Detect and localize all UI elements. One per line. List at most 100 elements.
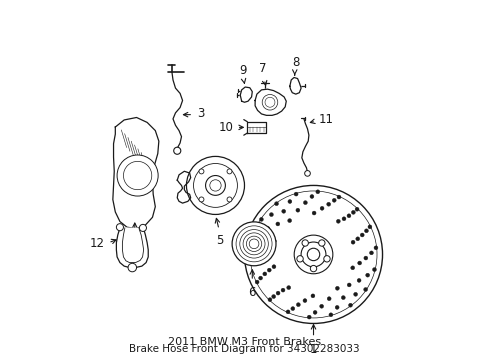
Circle shape — [258, 276, 262, 280]
Circle shape — [348, 303, 352, 307]
Circle shape — [351, 210, 355, 214]
Circle shape — [311, 211, 315, 215]
Circle shape — [341, 296, 345, 300]
Circle shape — [244, 185, 382, 323]
Circle shape — [312, 310, 316, 314]
Circle shape — [310, 294, 314, 298]
Circle shape — [323, 256, 329, 262]
Circle shape — [309, 194, 313, 198]
Circle shape — [271, 265, 275, 269]
Circle shape — [295, 208, 299, 212]
Circle shape — [365, 273, 369, 277]
Text: 3: 3 — [196, 107, 203, 121]
Circle shape — [319, 304, 323, 308]
Circle shape — [304, 171, 310, 176]
Text: 7: 7 — [259, 62, 266, 75]
Circle shape — [274, 202, 278, 206]
Circle shape — [296, 256, 303, 262]
Circle shape — [360, 233, 364, 237]
Circle shape — [276, 291, 280, 295]
Circle shape — [335, 286, 339, 290]
Polygon shape — [177, 171, 190, 203]
Circle shape — [301, 242, 325, 267]
Text: 4: 4 — [203, 185, 210, 198]
Circle shape — [205, 176, 225, 195]
Circle shape — [296, 303, 300, 307]
Circle shape — [364, 229, 367, 233]
Circle shape — [363, 256, 367, 260]
Polygon shape — [116, 228, 148, 267]
Circle shape — [257, 232, 261, 236]
Circle shape — [259, 217, 263, 221]
Circle shape — [117, 155, 158, 196]
Text: 6: 6 — [248, 285, 256, 298]
Circle shape — [259, 249, 263, 253]
Circle shape — [271, 294, 275, 298]
Circle shape — [346, 214, 350, 218]
Circle shape — [263, 272, 266, 276]
Circle shape — [342, 217, 345, 221]
Circle shape — [128, 263, 136, 272]
Circle shape — [248, 259, 252, 263]
Circle shape — [267, 298, 271, 302]
Circle shape — [332, 198, 335, 202]
Circle shape — [346, 283, 350, 287]
Circle shape — [286, 285, 290, 289]
Circle shape — [336, 219, 340, 223]
Circle shape — [173, 147, 181, 154]
Circle shape — [320, 206, 324, 210]
Text: 11: 11 — [318, 113, 333, 126]
Circle shape — [303, 201, 306, 204]
Circle shape — [350, 266, 354, 270]
Text: 12: 12 — [89, 237, 104, 250]
Circle shape — [334, 305, 338, 309]
Circle shape — [269, 213, 273, 216]
Circle shape — [373, 246, 377, 250]
Circle shape — [294, 235, 332, 274]
Circle shape — [367, 225, 371, 229]
Circle shape — [372, 267, 376, 271]
Circle shape — [294, 192, 298, 196]
Circle shape — [303, 299, 306, 302]
Circle shape — [336, 195, 340, 199]
Circle shape — [355, 237, 359, 241]
Circle shape — [265, 244, 269, 248]
Circle shape — [232, 222, 275, 266]
Text: 2011 BMW M3 Front Brakes: 2011 BMW M3 Front Brakes — [167, 337, 321, 347]
Circle shape — [272, 239, 276, 243]
Circle shape — [315, 190, 319, 194]
Circle shape — [287, 199, 291, 203]
Circle shape — [285, 310, 289, 314]
Circle shape — [226, 197, 231, 202]
Circle shape — [353, 292, 357, 296]
Circle shape — [226, 169, 231, 174]
Polygon shape — [255, 89, 285, 115]
Circle shape — [326, 297, 330, 301]
Circle shape — [356, 278, 360, 282]
Circle shape — [116, 224, 123, 231]
Circle shape — [139, 224, 146, 231]
Text: 1: 1 — [309, 343, 317, 356]
Circle shape — [199, 197, 203, 202]
Circle shape — [302, 240, 308, 246]
Circle shape — [354, 207, 358, 211]
Circle shape — [287, 219, 291, 222]
Circle shape — [253, 254, 257, 258]
Text: 5: 5 — [216, 234, 223, 247]
Circle shape — [186, 156, 244, 215]
Circle shape — [369, 251, 373, 255]
Text: Brake Hose Front Diagram for 34302283033: Brake Hose Front Diagram for 34302283033 — [129, 344, 359, 354]
Circle shape — [363, 288, 367, 292]
Polygon shape — [113, 117, 159, 229]
Text: 10: 10 — [218, 121, 233, 134]
Circle shape — [357, 261, 361, 265]
Circle shape — [265, 226, 269, 230]
Circle shape — [306, 315, 310, 319]
Circle shape — [328, 313, 332, 317]
Circle shape — [281, 209, 285, 213]
Circle shape — [199, 169, 203, 174]
Polygon shape — [240, 87, 252, 102]
Circle shape — [281, 288, 285, 292]
Circle shape — [310, 265, 316, 272]
Circle shape — [350, 240, 354, 244]
